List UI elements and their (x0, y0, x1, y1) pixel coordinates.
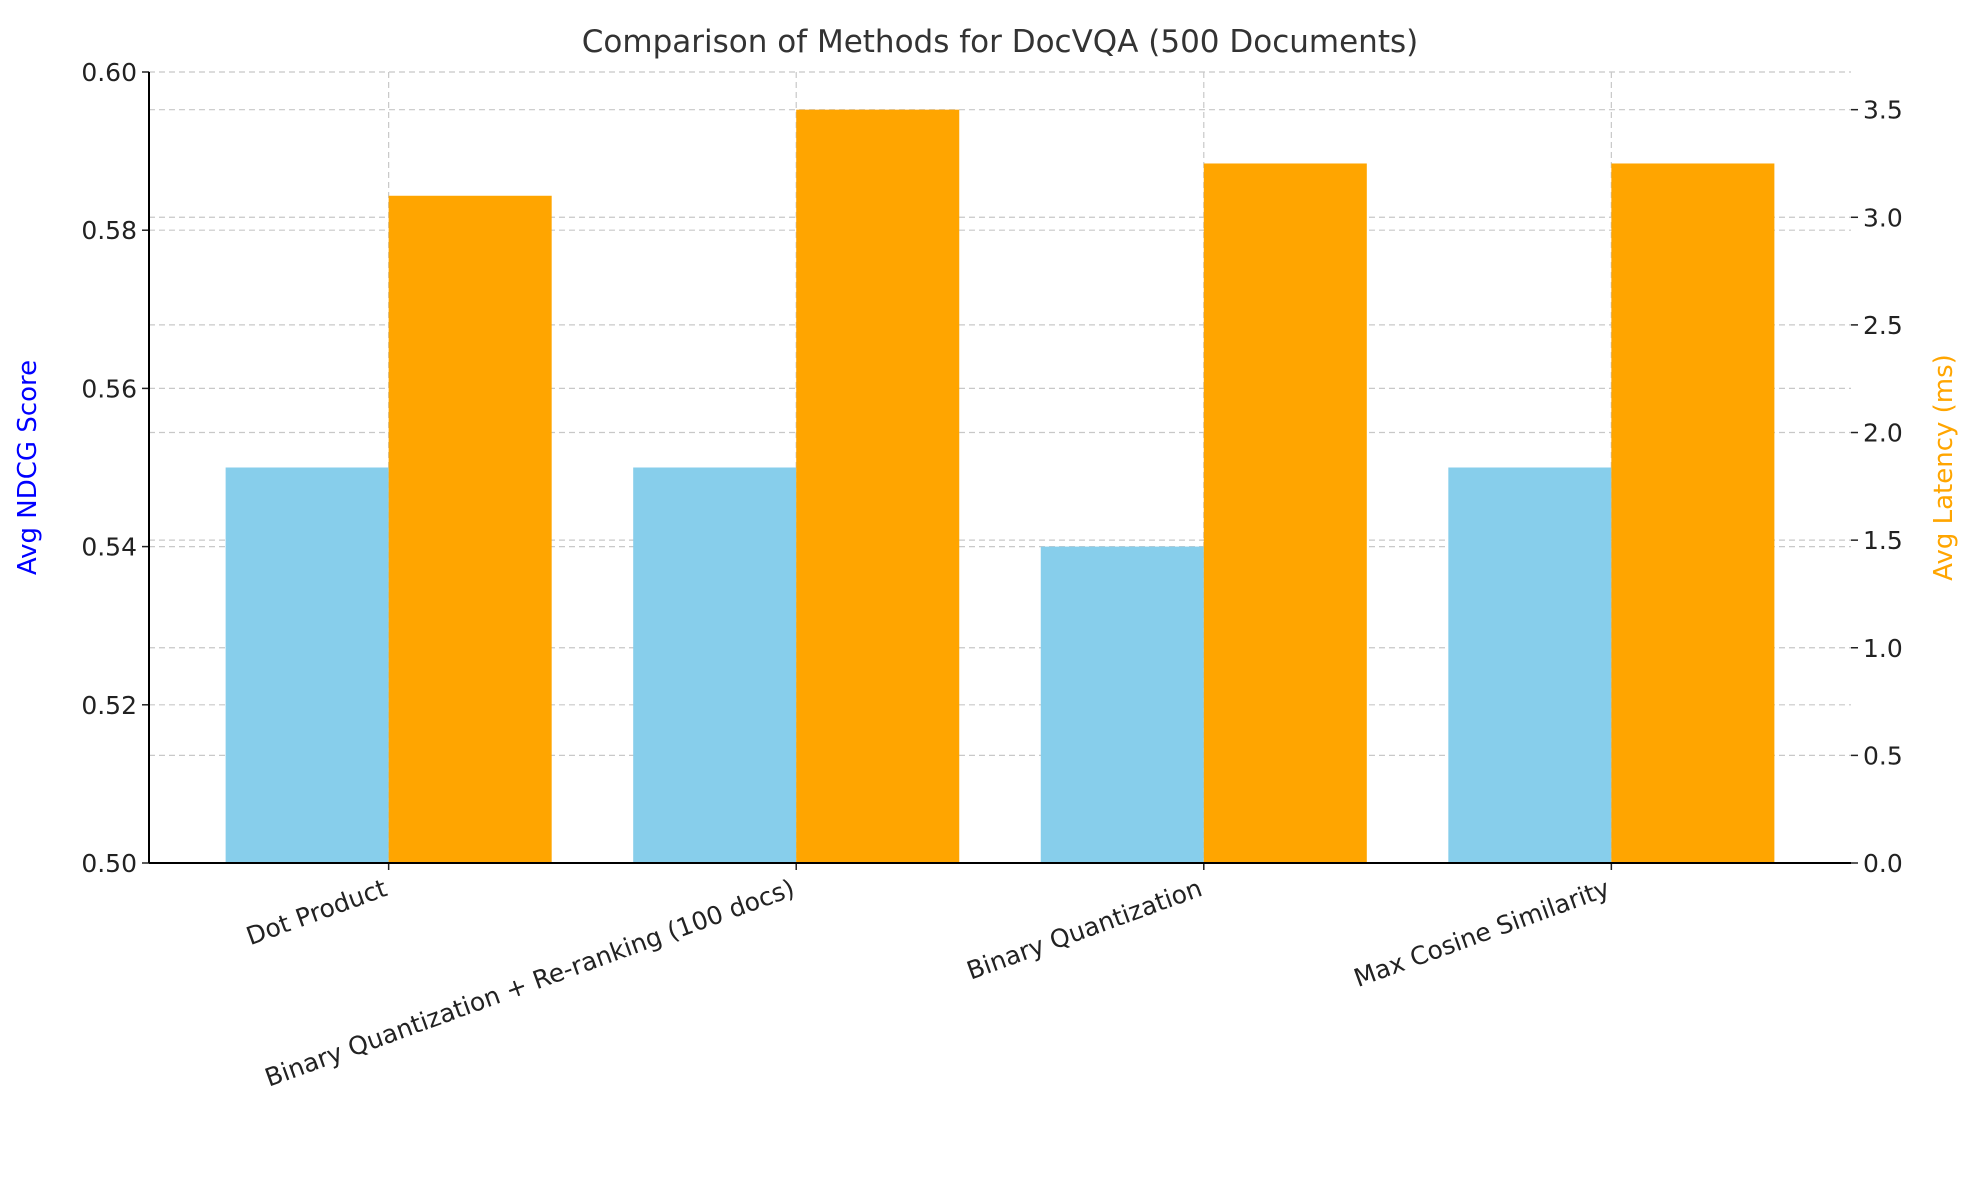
latency-bar (796, 109, 960, 863)
y2-tick-label: 1.5 (1863, 526, 1903, 555)
y2-tick-label: 0.0 (1863, 849, 1903, 878)
x-tick-label: Max Cosine Similarity (1350, 873, 1614, 993)
ndcg-bar (225, 467, 389, 863)
latency-bar (1611, 163, 1775, 863)
y-tick-label: 0.52 (81, 691, 137, 720)
y-tick-label: 0.58 (81, 216, 137, 245)
latency-bar (1203, 163, 1367, 863)
y2-tick-label: 2.5 (1863, 311, 1903, 340)
y-tick-label: 0.54 (81, 533, 137, 562)
y-axis-label: Avg NDCG Score (13, 360, 43, 575)
y2-tick-label: 3.0 (1863, 203, 1903, 232)
ndcg-bar (1448, 467, 1612, 863)
latency-bar (388, 195, 552, 863)
y2-tick-label: 1.0 (1863, 634, 1903, 663)
y-tick-label: 0.50 (81, 849, 137, 878)
y2-tick-label: 3.5 (1863, 96, 1903, 125)
x-tick-label: Dot Product (242, 873, 390, 951)
y2-tick-label: 2.0 (1863, 419, 1903, 448)
y2-axis-label: Avg Latency (ms) (1929, 354, 1959, 581)
chart-title: Comparison of Methods for DocVQA (500 Do… (582, 24, 1418, 60)
ndcg-bar (1040, 546, 1204, 863)
ndcg-bar (633, 467, 797, 863)
x-tick-label: Binary Quantization (963, 873, 1206, 985)
y-tick-label: 0.60 (81, 58, 137, 87)
y2-tick-label: 0.5 (1863, 741, 1903, 770)
y-tick-label: 0.56 (81, 374, 137, 403)
